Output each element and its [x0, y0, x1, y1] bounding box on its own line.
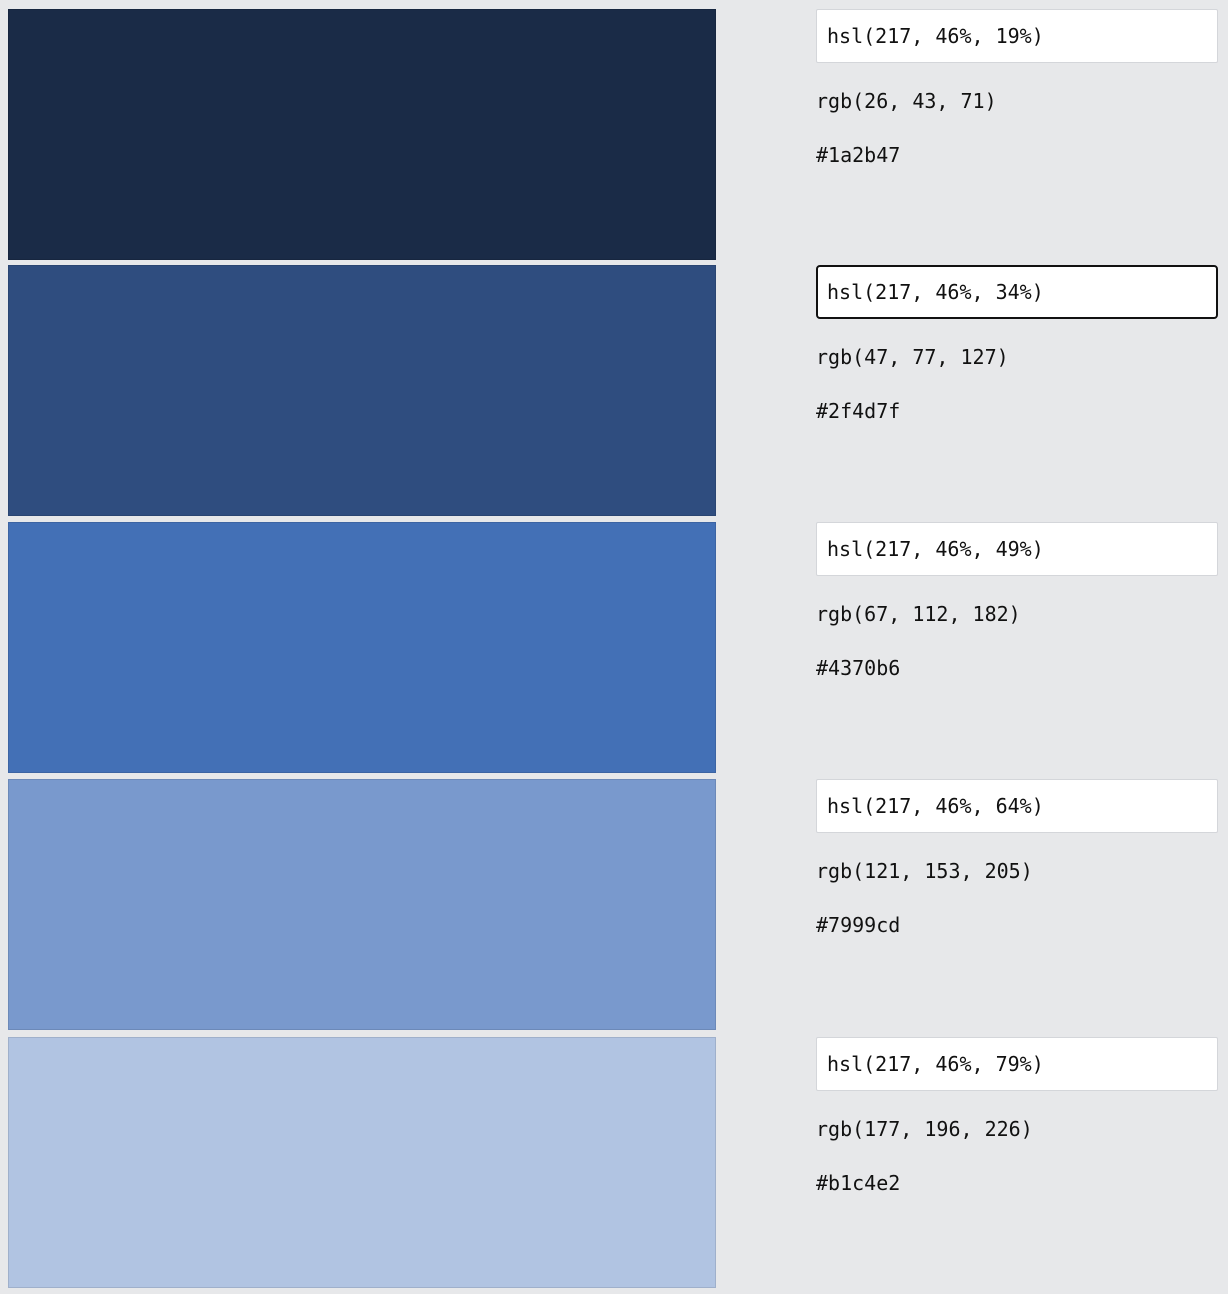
hsl-input[interactable]: [816, 9, 1218, 63]
hex-value: #b1c4e2: [816, 1171, 901, 1195]
color-swatch: [8, 9, 716, 260]
swatch-row-1: rgb(26, 43, 71) #1a2b47: [0, 9, 1228, 266]
swatch-row-4: rgb(121, 153, 205) #7999cd: [0, 779, 1228, 1036]
color-swatch: [8, 265, 716, 516]
rgb-value: rgb(177, 196, 226): [816, 1117, 1033, 1141]
hsl-input[interactable]: [816, 522, 1218, 576]
rgb-value: rgb(67, 112, 182): [816, 602, 1021, 626]
rgb-value: rgb(26, 43, 71): [816, 89, 997, 113]
hsl-input[interactable]: [816, 265, 1218, 319]
hsl-input[interactable]: [816, 779, 1218, 833]
color-swatch: [8, 1037, 716, 1288]
hex-value: #2f4d7f: [816, 399, 901, 423]
hex-value: #7999cd: [816, 913, 901, 937]
color-swatch: [8, 522, 716, 773]
swatch-row-3: rgb(67, 112, 182) #4370b6: [0, 522, 1228, 779]
swatch-row-5: rgb(177, 196, 226) #b1c4e2: [0, 1037, 1228, 1294]
color-swatch: [8, 779, 716, 1030]
rgb-value: rgb(47, 77, 127): [816, 345, 1009, 369]
hsl-input[interactable]: [816, 1037, 1218, 1091]
hex-value: #4370b6: [816, 656, 901, 680]
swatch-row-2: rgb(47, 77, 127) #2f4d7f: [0, 265, 1228, 522]
rgb-value: rgb(121, 153, 205): [816, 859, 1033, 883]
hex-value: #1a2b47: [816, 143, 901, 167]
